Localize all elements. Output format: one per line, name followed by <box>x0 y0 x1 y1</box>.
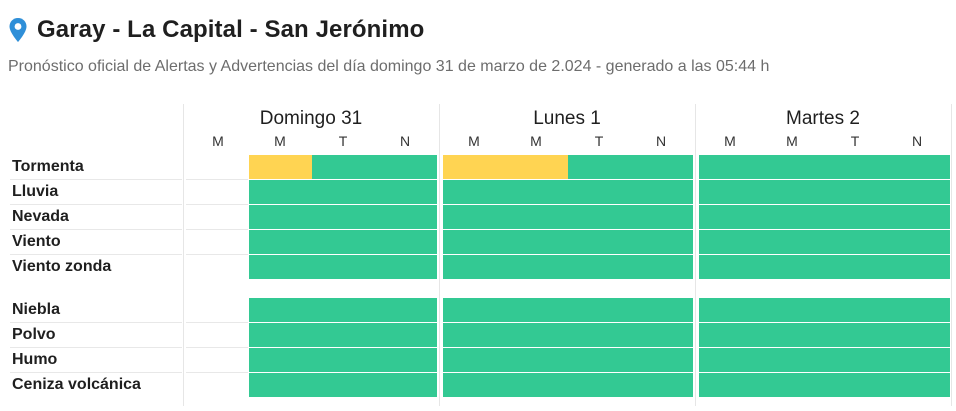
row-divider <box>186 322 248 323</box>
row-label: Viento <box>12 233 61 250</box>
row-label: Lluvia <box>12 183 59 200</box>
shift-label: T <box>594 133 604 149</box>
alert-cell-green <box>249 180 437 204</box>
alert-row-nevada: Nevada <box>0 205 956 230</box>
shift-label: M <box>468 133 480 149</box>
alert-cell-yellow <box>443 155 568 179</box>
alert-row-polvo: Polvo <box>0 323 956 348</box>
shift-label: M <box>530 133 542 149</box>
grid-divider <box>951 104 952 406</box>
alert-cell-green <box>443 323 693 347</box>
row-divider <box>186 372 248 373</box>
alert-cell-green <box>443 255 693 279</box>
alert-row-lluvia: Lluvia <box>0 180 956 205</box>
row-divider <box>10 204 182 205</box>
alert-row-viento-zonda: Viento zonda <box>0 255 956 280</box>
alert-cell-green <box>443 348 693 372</box>
alert-cell-green <box>249 255 437 279</box>
row-label: Polvo <box>12 326 56 343</box>
alert-cell-green <box>443 373 693 397</box>
shift-label: M <box>786 133 798 149</box>
row-label: Ceniza volcánica <box>12 376 141 393</box>
shift-label: N <box>911 133 923 149</box>
grid-divider <box>439 104 440 406</box>
day-header-domingo: Domingo 31 <box>259 108 363 129</box>
row-divider <box>10 347 182 348</box>
row-divider <box>186 204 248 205</box>
alert-cell-green <box>249 205 437 229</box>
row-divider <box>10 179 182 180</box>
row-divider <box>186 347 248 348</box>
alert-cell-green <box>699 373 950 397</box>
alert-cell-green <box>312 155 437 179</box>
row-divider <box>10 229 182 230</box>
row-divider <box>10 322 182 323</box>
row-divider <box>10 372 182 373</box>
alert-cell-green <box>249 373 437 397</box>
alert-cell-green <box>699 255 950 279</box>
row-divider <box>186 179 248 180</box>
alert-cell-green <box>699 205 950 229</box>
alert-cell-green <box>699 323 950 347</box>
row-label: Viento zonda <box>12 258 112 275</box>
alert-cell-green <box>443 230 693 254</box>
alert-cell-green <box>249 323 437 347</box>
row-divider <box>186 254 248 255</box>
shift-label: T <box>338 133 348 149</box>
map-pin-icon <box>9 18 27 42</box>
page-title: Garay - La Capital - San Jerónimo <box>37 16 425 43</box>
alert-row-niebla: Niebla <box>0 298 956 323</box>
day-header-martes: Martes 2 <box>786 108 860 129</box>
alert-cell-green <box>249 298 437 322</box>
forecast-subtitle: Pronóstico oficial de Alertas y Adverten… <box>8 58 770 75</box>
day-header-lunes: Lunes 1 <box>533 108 601 129</box>
alert-cell-green <box>443 298 693 322</box>
grid-divider <box>183 104 184 406</box>
row-label: Humo <box>12 351 58 368</box>
row-label: Niebla <box>12 301 61 318</box>
alert-row-tormenta: Tormenta <box>0 155 956 180</box>
page-header: Garay - La Capital - San Jerónimo <box>8 12 424 48</box>
alert-cell-green <box>699 155 950 179</box>
alert-cell-green <box>568 155 693 179</box>
alert-cell-green <box>249 230 437 254</box>
alert-cell-yellow <box>249 155 312 179</box>
grid-divider <box>695 104 696 406</box>
alert-cell-green <box>699 298 950 322</box>
alert-cell-green <box>699 348 950 372</box>
alert-cell-green <box>699 180 950 204</box>
alert-row-viento: Viento <box>0 230 956 255</box>
shift-label: N <box>399 133 411 149</box>
alert-row-ceniza-volcanica: Ceniza volcánica <box>0 373 956 398</box>
alert-cell-green <box>443 180 693 204</box>
shift-label: N <box>655 133 667 149</box>
shift-label: T <box>850 133 860 149</box>
row-divider <box>186 229 248 230</box>
alert-cell-green <box>443 205 693 229</box>
shift-label: M <box>274 133 286 149</box>
row-divider <box>10 254 182 255</box>
alert-cell-green <box>249 348 437 372</box>
row-label: Nevada <box>12 208 69 225</box>
shift-label: M <box>724 133 736 149</box>
alert-cell-green <box>699 230 950 254</box>
alerts-grid: Domingo 31 Lunes 1 Martes 2 M M T N M M … <box>0 100 956 411</box>
shift-label: M <box>212 133 224 149</box>
alert-row-humo: Humo <box>0 348 956 373</box>
row-label: Tormenta <box>12 158 84 175</box>
